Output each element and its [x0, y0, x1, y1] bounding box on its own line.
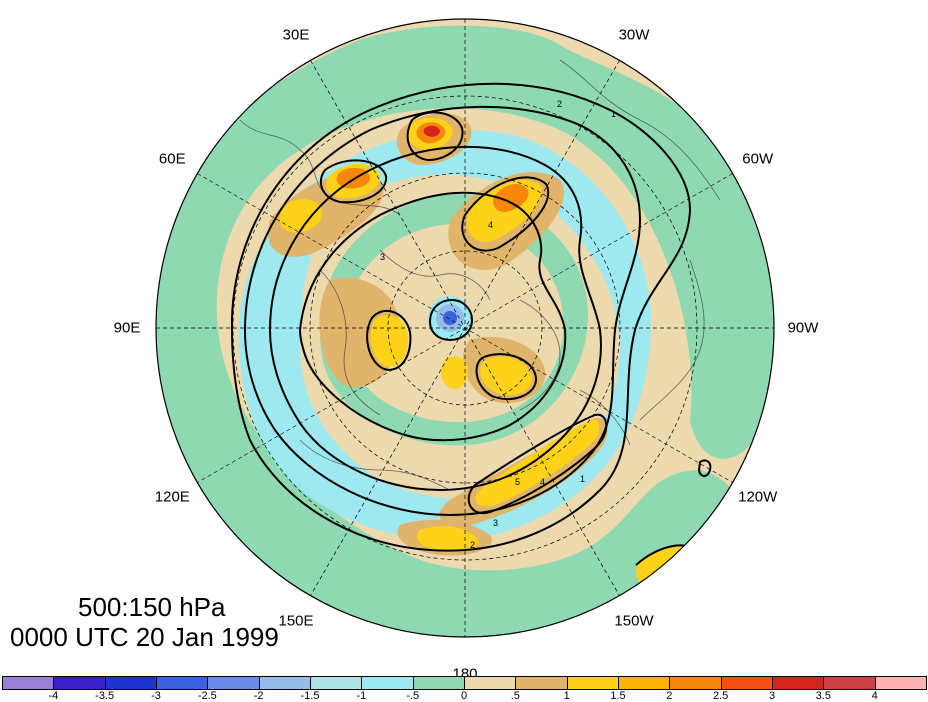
contour-label: 1 — [611, 109, 616, 119]
colorbar-label: -1.5 — [300, 690, 320, 702]
contour-label: 3 — [380, 252, 385, 262]
longitude-label: 60E — [158, 150, 186, 168]
level-label: 500:150 hPa — [78, 592, 226, 622]
colorbar-label: 1 — [563, 690, 570, 702]
colorbar-swatch — [874, 676, 927, 690]
shade-blue-low-core — [443, 311, 457, 325]
colorbar-swatch — [823, 676, 876, 690]
map-field: 1 2 3 4 5 2 3 1 4 — [156, 19, 774, 637]
colorbar-label: 1.5 — [610, 690, 626, 702]
shade-yellow-5 — [416, 526, 479, 551]
coastlines — [239, 59, 721, 491]
longitude-label: 90W — [787, 319, 819, 337]
contours — [230, 82, 712, 593]
colorbar-swatch — [412, 676, 465, 690]
colorbar-label: 4 — [871, 690, 878, 702]
colorbar-label: -3.5 — [95, 690, 115, 702]
colorbar-swatch — [2, 676, 55, 690]
contour-label: 3 — [493, 518, 498, 528]
colorbar-swatch — [156, 676, 209, 690]
contour-label: 5 — [515, 477, 520, 487]
longitude-label: 90E — [113, 319, 141, 337]
colorbar-swatch — [772, 676, 825, 690]
shade-orange-2 — [336, 167, 371, 189]
shade-yellow-8 — [279, 199, 323, 233]
colorbar-swatch — [515, 676, 568, 690]
colorbar-label: -4 — [48, 690, 59, 702]
colorbar-label: 2 — [666, 690, 673, 702]
colorbar-swatch — [720, 676, 773, 690]
colorbar-label: -3 — [151, 690, 161, 702]
colorbar-label: 2.5 — [713, 690, 729, 702]
polar-stereographic-map: 1 2 3 4 5 2 3 1 4 — [155, 18, 775, 638]
colorbar-swatch — [258, 676, 311, 690]
shade-green-outer — [156, 25, 774, 637]
colorbar-swatch — [310, 676, 363, 690]
colorbar-label: 3 — [768, 690, 776, 702]
contour-label: 4 — [488, 220, 493, 230]
map-border — [155, 18, 775, 638]
longitude-label: 120E — [154, 488, 190, 506]
colorbar-label: -2.5 — [197, 690, 217, 702]
contour-label: 1 — [580, 474, 585, 484]
colorbar-swatch — [104, 676, 157, 690]
colorbar: -4 -3.5 -3 -2.5 -2 -1.5 -1 -.5 0 .5 1 1.5 2 2.5 3 3.5 4 — [0, 674, 928, 702]
contour-label: 2 — [557, 99, 562, 109]
colorbar-swatch — [207, 676, 260, 690]
contour-label: 2 — [470, 540, 475, 550]
colorbar-label: 3.5 — [815, 690, 831, 702]
colorbar-swatch — [669, 676, 722, 690]
colorbar-swatch — [53, 676, 106, 690]
contour-labels: 1 2 3 4 5 2 3 1 4 — [380, 99, 616, 550]
colorbar-label: -1 — [356, 690, 367, 702]
graticule — [156, 19, 774, 637]
longitude-label: 30W — [618, 26, 650, 44]
shade-yellow-7 — [480, 356, 533, 396]
longitude-label: 120W — [738, 488, 778, 506]
colorbar-label: 0 — [460, 690, 468, 702]
longitude-label: 150E — [278, 612, 314, 630]
shade-red-1 — [423, 125, 440, 137]
shade-yellow-9 — [440, 356, 468, 390]
longitude-label: 30E — [282, 26, 310, 44]
datetime-label: 0000 UTC 20 Jan 1999 — [10, 622, 279, 652]
colorbar-swatch — [361, 676, 414, 690]
colorbar-label: .5 — [510, 690, 520, 702]
colorbar-swatch — [618, 676, 671, 690]
longitude-label: 150W — [614, 612, 654, 630]
contour-label: 4 — [540, 477, 545, 487]
colorbar-swatch — [464, 676, 517, 690]
colorbar-label: -2 — [253, 690, 264, 702]
shade-yellow-4 — [475, 419, 600, 507]
longitude-label: 60W — [742, 150, 774, 168]
shade-orange-3 — [493, 183, 529, 212]
colorbar-swatch — [566, 676, 619, 690]
colorbar-label: -.5 — [406, 690, 420, 702]
